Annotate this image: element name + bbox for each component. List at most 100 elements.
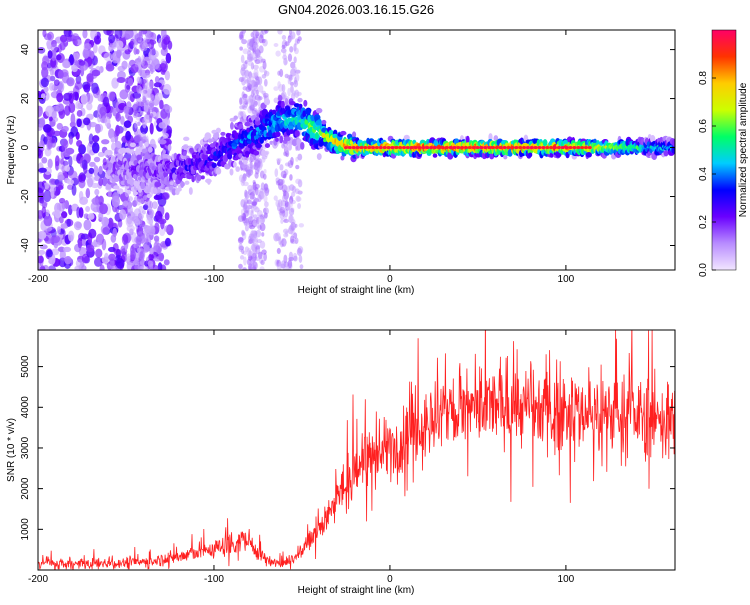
heatmap-cell (91, 82, 99, 94)
heatmap-cell (398, 145, 403, 150)
heatmap-cell (289, 174, 293, 181)
heatmap-cell (137, 58, 144, 65)
heatmap-cell (280, 100, 285, 109)
heatmap-cell (295, 164, 300, 170)
heatmap-cell (580, 145, 585, 150)
heatmap-cell (129, 178, 135, 187)
heatmap-cell (86, 175, 95, 185)
heatmap-cell (92, 135, 100, 143)
heatmap-cell (92, 196, 101, 206)
heatmap-cell (402, 145, 407, 150)
heatmap-cell (465, 135, 470, 144)
heatmap-cell (123, 105, 129, 115)
heatmap-cell (246, 56, 253, 62)
heatmap-cell (255, 229, 262, 238)
heatmap-cell (294, 188, 300, 195)
heatmap-cell (487, 145, 492, 150)
heatmap-cell (293, 56, 297, 64)
heatmap-cell (262, 92, 269, 98)
colorbar-tick-label: 0.4 (698, 167, 709, 181)
heatmap-cell (211, 162, 217, 169)
heatmap-cell (239, 255, 245, 260)
heatmap-cell (63, 92, 73, 101)
heatmap-cell (63, 246, 72, 253)
heatmap-cell (148, 113, 154, 119)
heatmap-cell (289, 100, 296, 106)
heatmap-cell (252, 93, 256, 101)
heatmap-cell (467, 145, 472, 150)
heatmap-cell (138, 86, 143, 94)
heatmap-cell (110, 137, 116, 143)
heatmap-cell (247, 39, 253, 47)
heatmap-cell (351, 145, 356, 150)
heatmap-cell (165, 52, 172, 64)
heatmap-cell (179, 166, 184, 173)
heatmap-cell (147, 146, 153, 153)
heatmap-cell (139, 140, 143, 148)
heatmap-cell (240, 54, 245, 64)
heatmap-cell (288, 214, 293, 223)
heatmap-cell (262, 60, 267, 70)
heatmap-cell (140, 101, 145, 107)
heatmap-cell (242, 86, 248, 91)
heatmap-cell (162, 83, 172, 95)
heatmap-cell (277, 30, 283, 35)
heatmap-cell (71, 184, 77, 196)
heatmap-cell (147, 30, 151, 35)
heatmap-cell (66, 218, 71, 227)
heatmap-cell (291, 138, 298, 147)
heatmap-cell (483, 145, 488, 150)
heatmap-cell (254, 236, 258, 243)
heatmap-cell (280, 263, 286, 269)
heatmap-cell (47, 158, 53, 169)
heatmap-cell (260, 182, 265, 191)
heatmap-cell (94, 188, 100, 196)
heatmap-cell (74, 81, 83, 90)
heatmap-cell (171, 188, 177, 196)
heatmap-cell (286, 185, 291, 193)
heatmap-cell (73, 52, 80, 61)
heatmap-cell (72, 91, 79, 101)
heatmap-cell (255, 89, 259, 96)
heatmap-cell (254, 183, 260, 190)
heatmap-cell (363, 145, 368, 150)
heatmap-cell (287, 259, 293, 269)
heatmap-cell (57, 43, 63, 53)
heatmap-cell (259, 136, 264, 144)
heatmap-cell (432, 145, 437, 150)
heatmap-cell (238, 153, 243, 158)
heatmap-cell (99, 106, 107, 116)
heatmap-cell (93, 156, 101, 163)
heatmap-cell (251, 72, 258, 79)
heatmap-cell (252, 214, 258, 219)
heatmap-cell (98, 165, 103, 175)
heatmap-cell (576, 145, 581, 150)
heatmap-cell (101, 176, 108, 187)
heatmap-cell (440, 145, 445, 150)
snr-plot-area (38, 330, 675, 570)
heatmap-cell (127, 77, 134, 87)
heatmap-cell (113, 185, 120, 190)
heatmap-cell (121, 60, 128, 70)
heatmap-cell (111, 195, 120, 208)
heatmap-cell (54, 155, 60, 167)
x-tick-label: -200 (28, 574, 48, 585)
spectrogram-x-axis: -200 -100 0 100 (28, 30, 575, 285)
heatmap-cell (255, 143, 262, 149)
heatmap-cell (284, 200, 289, 208)
heatmap-cell (282, 94, 286, 102)
heatmap-cell (85, 206, 91, 213)
heatmap-cell (149, 93, 155, 101)
heatmap-cell (291, 191, 296, 197)
heatmap-cell (296, 91, 302, 96)
heatmap-cell (44, 209, 50, 217)
heatmap-cell (277, 199, 283, 208)
colorbar-axis: 0.0 0.2 0.4 0.6 0.8 (698, 71, 716, 277)
heatmap-cell (258, 85, 264, 93)
heatmap-cell (560, 145, 565, 150)
heatmap-cell (78, 190, 84, 201)
heatmap-cell (284, 41, 290, 47)
heatmap-cell (130, 249, 136, 261)
heatmap-cell (38, 167, 47, 173)
heatmap-cell (46, 249, 53, 258)
